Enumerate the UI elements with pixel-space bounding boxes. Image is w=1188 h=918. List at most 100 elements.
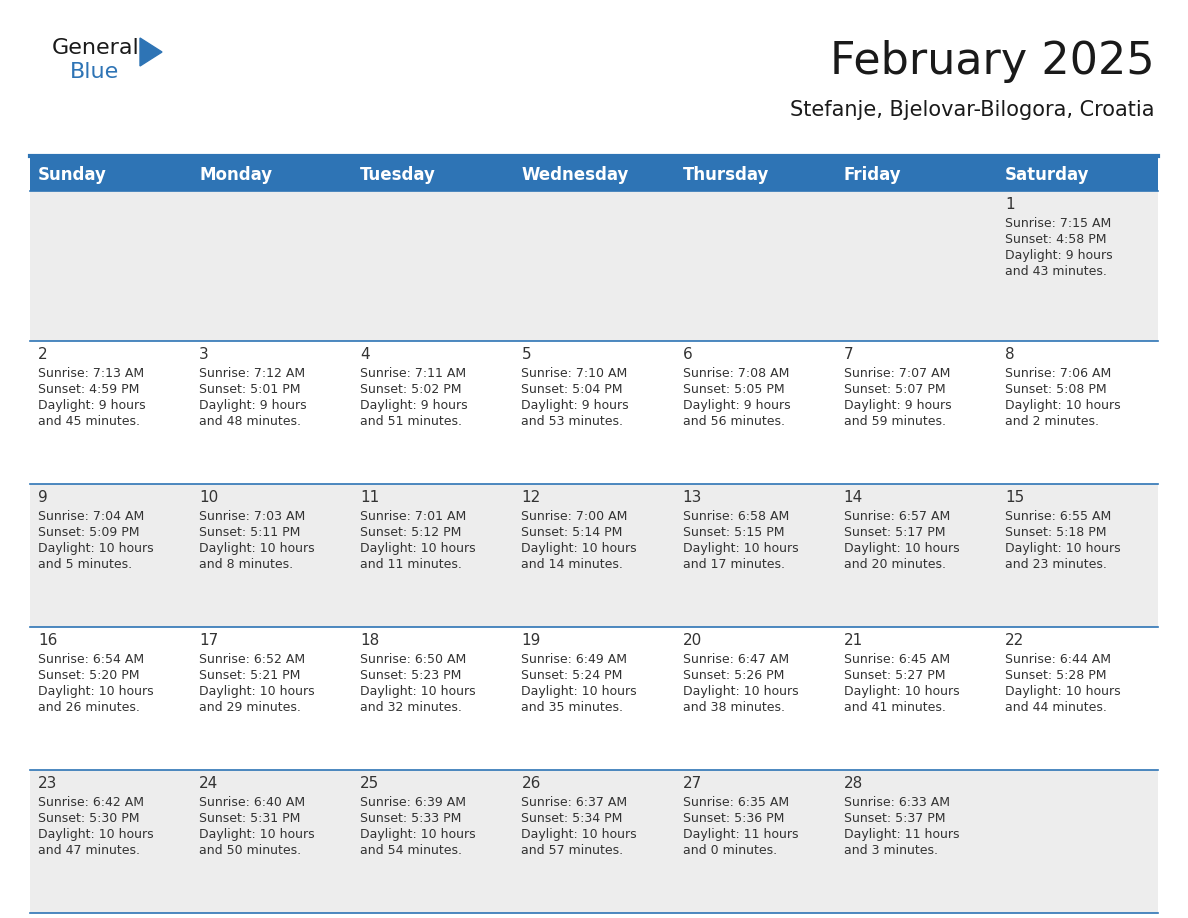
Text: Sunrise: 6:58 AM: Sunrise: 6:58 AM xyxy=(683,510,789,523)
Bar xyxy=(191,191,353,341)
Text: Sunset: 5:04 PM: Sunset: 5:04 PM xyxy=(522,383,623,396)
Bar xyxy=(675,341,835,484)
Text: 7: 7 xyxy=(843,347,853,362)
Text: 20: 20 xyxy=(683,633,702,648)
Text: Daylight: 10 hours: Daylight: 10 hours xyxy=(522,542,637,555)
Text: Sunrise: 7:06 AM: Sunrise: 7:06 AM xyxy=(1005,367,1111,380)
Text: Sunrise: 6:44 AM: Sunrise: 6:44 AM xyxy=(1005,653,1111,666)
Text: Sunset: 4:59 PM: Sunset: 4:59 PM xyxy=(38,383,139,396)
Bar xyxy=(513,341,675,484)
Text: Daylight: 10 hours: Daylight: 10 hours xyxy=(843,685,960,698)
Text: and 54 minutes.: and 54 minutes. xyxy=(360,844,462,857)
Bar xyxy=(30,770,191,913)
Bar xyxy=(513,191,675,341)
Bar xyxy=(675,158,835,191)
Bar xyxy=(353,627,513,770)
Text: Sunset: 5:18 PM: Sunset: 5:18 PM xyxy=(1005,526,1106,539)
Text: Sunset: 5:31 PM: Sunset: 5:31 PM xyxy=(200,812,301,825)
Text: and 53 minutes.: and 53 minutes. xyxy=(522,415,624,428)
Bar xyxy=(675,484,835,627)
Text: and 3 minutes.: and 3 minutes. xyxy=(843,844,937,857)
Text: Thursday: Thursday xyxy=(683,165,769,184)
Text: Sunrise: 6:49 AM: Sunrise: 6:49 AM xyxy=(522,653,627,666)
Bar xyxy=(513,627,675,770)
Bar xyxy=(30,158,191,191)
Text: Daylight: 10 hours: Daylight: 10 hours xyxy=(683,685,798,698)
Text: Daylight: 10 hours: Daylight: 10 hours xyxy=(200,685,315,698)
Text: Daylight: 10 hours: Daylight: 10 hours xyxy=(360,542,476,555)
Text: and 35 minutes.: and 35 minutes. xyxy=(522,701,624,714)
Text: and 59 minutes.: and 59 minutes. xyxy=(843,415,946,428)
Text: and 38 minutes.: and 38 minutes. xyxy=(683,701,784,714)
Text: 2: 2 xyxy=(38,347,48,362)
Text: Daylight: 10 hours: Daylight: 10 hours xyxy=(683,542,798,555)
Text: and 11 minutes.: and 11 minutes. xyxy=(360,558,462,571)
Bar xyxy=(191,158,353,191)
Text: and 56 minutes.: and 56 minutes. xyxy=(683,415,784,428)
Text: 8: 8 xyxy=(1005,347,1015,362)
Text: Sunset: 5:15 PM: Sunset: 5:15 PM xyxy=(683,526,784,539)
Text: Sunrise: 6:50 AM: Sunrise: 6:50 AM xyxy=(360,653,467,666)
Text: Sunset: 4:58 PM: Sunset: 4:58 PM xyxy=(1005,233,1106,246)
Bar xyxy=(191,341,353,484)
Text: and 2 minutes.: and 2 minutes. xyxy=(1005,415,1099,428)
Text: Sunrise: 6:42 AM: Sunrise: 6:42 AM xyxy=(38,796,144,809)
Text: and 17 minutes.: and 17 minutes. xyxy=(683,558,784,571)
Text: Daylight: 10 hours: Daylight: 10 hours xyxy=(843,542,960,555)
Text: 17: 17 xyxy=(200,633,219,648)
Text: Daylight: 10 hours: Daylight: 10 hours xyxy=(360,828,476,841)
Text: Sunset: 5:17 PM: Sunset: 5:17 PM xyxy=(843,526,946,539)
Text: Sunrise: 6:47 AM: Sunrise: 6:47 AM xyxy=(683,653,789,666)
Text: Sunset: 5:21 PM: Sunset: 5:21 PM xyxy=(200,669,301,682)
Bar xyxy=(513,158,675,191)
Text: and 32 minutes.: and 32 minutes. xyxy=(360,701,462,714)
Text: Daylight: 10 hours: Daylight: 10 hours xyxy=(1005,399,1120,412)
Bar xyxy=(997,627,1158,770)
Text: and 45 minutes.: and 45 minutes. xyxy=(38,415,140,428)
Bar xyxy=(191,484,353,627)
Text: and 5 minutes.: and 5 minutes. xyxy=(38,558,132,571)
Text: Saturday: Saturday xyxy=(1005,165,1089,184)
Text: and 29 minutes.: and 29 minutes. xyxy=(200,701,301,714)
Bar xyxy=(353,158,513,191)
Polygon shape xyxy=(140,38,162,66)
Text: Sunset: 5:12 PM: Sunset: 5:12 PM xyxy=(360,526,462,539)
Text: Sunrise: 6:45 AM: Sunrise: 6:45 AM xyxy=(843,653,950,666)
Text: Daylight: 9 hours: Daylight: 9 hours xyxy=(1005,249,1112,262)
Text: Sunday: Sunday xyxy=(38,165,107,184)
Text: Sunrise: 7:15 AM: Sunrise: 7:15 AM xyxy=(1005,217,1111,230)
Text: Daylight: 11 hours: Daylight: 11 hours xyxy=(843,828,959,841)
Text: 15: 15 xyxy=(1005,490,1024,505)
Text: Blue: Blue xyxy=(70,62,119,82)
Text: 26: 26 xyxy=(522,776,541,791)
Text: and 26 minutes.: and 26 minutes. xyxy=(38,701,140,714)
Text: and 57 minutes.: and 57 minutes. xyxy=(522,844,624,857)
Text: Sunrise: 7:13 AM: Sunrise: 7:13 AM xyxy=(38,367,144,380)
Text: Sunset: 5:33 PM: Sunset: 5:33 PM xyxy=(360,812,462,825)
Text: and 47 minutes.: and 47 minutes. xyxy=(38,844,140,857)
Text: and 51 minutes.: and 51 minutes. xyxy=(360,415,462,428)
Text: Daylight: 10 hours: Daylight: 10 hours xyxy=(1005,542,1120,555)
Text: Monday: Monday xyxy=(200,165,272,184)
Text: and 23 minutes.: and 23 minutes. xyxy=(1005,558,1107,571)
Text: Daylight: 10 hours: Daylight: 10 hours xyxy=(360,685,476,698)
Text: 18: 18 xyxy=(360,633,379,648)
Text: Sunrise: 7:00 AM: Sunrise: 7:00 AM xyxy=(522,510,627,523)
Text: 6: 6 xyxy=(683,347,693,362)
Text: 5: 5 xyxy=(522,347,531,362)
Bar xyxy=(30,484,191,627)
Text: Sunset: 5:36 PM: Sunset: 5:36 PM xyxy=(683,812,784,825)
Text: General: General xyxy=(52,38,140,58)
Text: Sunrise: 7:10 AM: Sunrise: 7:10 AM xyxy=(522,367,627,380)
Text: Daylight: 9 hours: Daylight: 9 hours xyxy=(843,399,952,412)
Text: Sunset: 5:20 PM: Sunset: 5:20 PM xyxy=(38,669,139,682)
Text: Sunset: 5:23 PM: Sunset: 5:23 PM xyxy=(360,669,462,682)
Text: Daylight: 10 hours: Daylight: 10 hours xyxy=(522,828,637,841)
Text: 16: 16 xyxy=(38,633,57,648)
Bar xyxy=(191,627,353,770)
Text: Sunrise: 6:39 AM: Sunrise: 6:39 AM xyxy=(360,796,466,809)
Text: Sunrise: 7:12 AM: Sunrise: 7:12 AM xyxy=(200,367,305,380)
Text: Sunrise: 6:57 AM: Sunrise: 6:57 AM xyxy=(843,510,950,523)
Text: Sunset: 5:37 PM: Sunset: 5:37 PM xyxy=(843,812,946,825)
Text: and 14 minutes.: and 14 minutes. xyxy=(522,558,624,571)
